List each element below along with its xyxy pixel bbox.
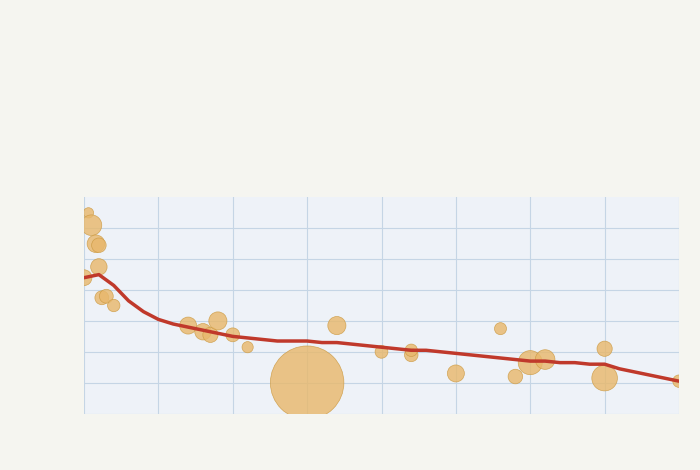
Point (183, 322, 194, 329)
Point (673, 377, 685, 385)
Point (96, 294, 108, 302)
Point (101, 292, 112, 300)
Point (227, 331, 238, 338)
Point (212, 317, 223, 325)
Point (540, 356, 551, 363)
Point (302, 379, 313, 386)
Point (93, 263, 104, 271)
Point (376, 348, 387, 356)
Point (83, 209, 94, 217)
Point (599, 345, 610, 352)
Point (205, 331, 216, 338)
Point (406, 351, 417, 359)
Point (90, 240, 101, 248)
Point (450, 370, 461, 377)
Point (78, 274, 90, 282)
Point (510, 373, 521, 380)
Point (108, 302, 119, 309)
Point (242, 344, 253, 351)
Point (331, 322, 342, 329)
Point (197, 328, 209, 336)
Point (93, 242, 104, 249)
Point (599, 374, 610, 382)
Point (86, 221, 97, 229)
Point (525, 359, 536, 367)
Point (406, 346, 417, 354)
Point (495, 325, 506, 332)
